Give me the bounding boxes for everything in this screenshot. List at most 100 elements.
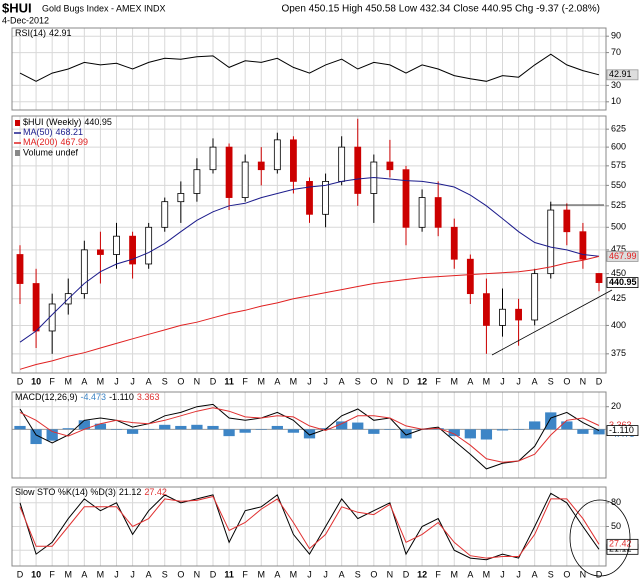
x-tick-label: D	[403, 569, 410, 579]
histogram-bar	[78, 420, 90, 430]
x-tick-label: M	[65, 376, 73, 386]
candle-body	[97, 249, 104, 255]
y-tick-label: 600	[611, 141, 626, 151]
legend-entry: Volume undef	[23, 147, 79, 157]
x-tick-label: A	[81, 376, 87, 386]
x-tick-label: A	[467, 569, 473, 579]
date: 4-Dec-2012	[2, 15, 49, 25]
candle-body	[402, 169, 410, 228]
quote: Open 450.15 High 450.58 Low 432.34 Close…	[281, 4, 600, 15]
x-tick-label: S	[548, 376, 554, 386]
y-tick-label: 425	[611, 293, 626, 303]
candle-body	[306, 181, 313, 215]
x-tick-label: 12	[417, 376, 427, 386]
legend-value: 21.12	[119, 487, 142, 497]
x-tick-label: M	[483, 376, 491, 386]
x-tick-label: S	[162, 569, 168, 579]
x-tick-label: O	[563, 569, 570, 579]
symbol: $HUI	[2, 0, 32, 15]
support-line	[491, 289, 613, 356]
histogram-bar	[255, 429, 267, 430]
x-tick-label: A	[532, 376, 538, 386]
x-tick-label: O	[177, 376, 184, 386]
legend-value: -1.110	[109, 392, 134, 402]
x-tick-label: J	[500, 569, 505, 579]
x-tick-label: F	[242, 569, 248, 579]
legend-name: MA(200)	[23, 137, 58, 147]
y-tick-label: 625	[611, 124, 626, 134]
histogram-bar	[529, 421, 541, 430]
histogram-bar	[143, 429, 155, 430]
value-tag: 440.95	[609, 277, 637, 287]
x-tick-label: O	[177, 569, 184, 579]
x-tick-label: M	[258, 376, 266, 386]
x-tick-label: O	[563, 376, 570, 386]
legend-title: MACD(12,26,9)	[15, 392, 78, 402]
histogram-bar	[14, 425, 26, 430]
candle-body	[450, 226, 458, 260]
y-tick-label: 80	[611, 497, 621, 507]
legend-name: $HUI (Weekly)	[23, 117, 81, 127]
x-tick-label: M	[451, 569, 459, 579]
histogram-bar	[62, 428, 74, 430]
y-tick-label: 50	[611, 521, 621, 531]
histogram-bar	[384, 429, 396, 430]
x-tick-label: N	[387, 376, 394, 386]
x-tick-label: O	[370, 376, 377, 386]
histogram-bar	[159, 424, 171, 430]
legend-title: RSI(14)	[15, 28, 46, 38]
x-tick-label: O	[370, 569, 377, 579]
candle-body	[466, 258, 474, 295]
panel-frame	[11, 27, 607, 111]
legend-entry: MA(200) 467.99	[23, 137, 88, 147]
histogram-bar	[593, 429, 605, 435]
series-line	[19, 495, 600, 559]
y-tick-label: 475	[611, 244, 626, 254]
y-tick-label: 550	[611, 180, 626, 190]
y-tick-label: 400	[611, 320, 626, 330]
histogram-bar	[577, 429, 589, 434]
histogram-bar	[46, 429, 58, 441]
y-tick-label: 30	[611, 80, 621, 90]
x-tick-label: S	[355, 376, 361, 386]
x-tick-label: A	[146, 376, 152, 386]
legend-icon	[15, 150, 20, 156]
legend-value: 440.95	[84, 117, 112, 127]
candle-body	[273, 139, 281, 171]
candle-body	[257, 161, 265, 171]
histogram-bar	[448, 429, 460, 437]
candle-body	[209, 146, 217, 171]
series-line	[19, 407, 600, 463]
x-tick-label: N	[387, 569, 394, 579]
histogram-bar	[336, 421, 348, 430]
histogram-bar	[175, 425, 187, 430]
legend-entry: MACD(12,26,9) -4.473 -1.110 3.363	[15, 392, 159, 402]
x-tick-label: A	[532, 569, 538, 579]
x-tick-label: 11	[224, 376, 234, 386]
x-tick-label: J	[516, 569, 521, 579]
x-tick-label: J	[323, 376, 328, 386]
legend-value: 468.21	[56, 127, 84, 137]
x-tick-label: M	[483, 569, 491, 579]
x-tick-label: N	[194, 376, 201, 386]
histogram-bar	[110, 429, 123, 430]
value-tag-box	[606, 277, 639, 288]
x-tick-label: 10	[31, 376, 41, 386]
x-tick-label: A	[274, 376, 280, 386]
histogram-bar	[512, 429, 525, 430]
x-tick-label: S	[162, 376, 168, 386]
x-tick-label: S	[548, 569, 554, 579]
y-tick-label: 10	[611, 96, 621, 106]
x-tick-label: A	[339, 569, 345, 579]
x-tick-label: J	[130, 569, 135, 579]
x-tick-label: N	[194, 569, 201, 579]
y-tick-label: 525	[611, 200, 626, 210]
x-tick-label: F	[49, 376, 55, 386]
candle-body	[290, 139, 297, 182]
legend-value: 467.99	[61, 137, 89, 147]
x-tick-label: M	[290, 376, 298, 386]
legend-icon	[15, 120, 20, 126]
x-tick-label: M	[65, 569, 73, 579]
candle-body	[338, 146, 346, 182]
